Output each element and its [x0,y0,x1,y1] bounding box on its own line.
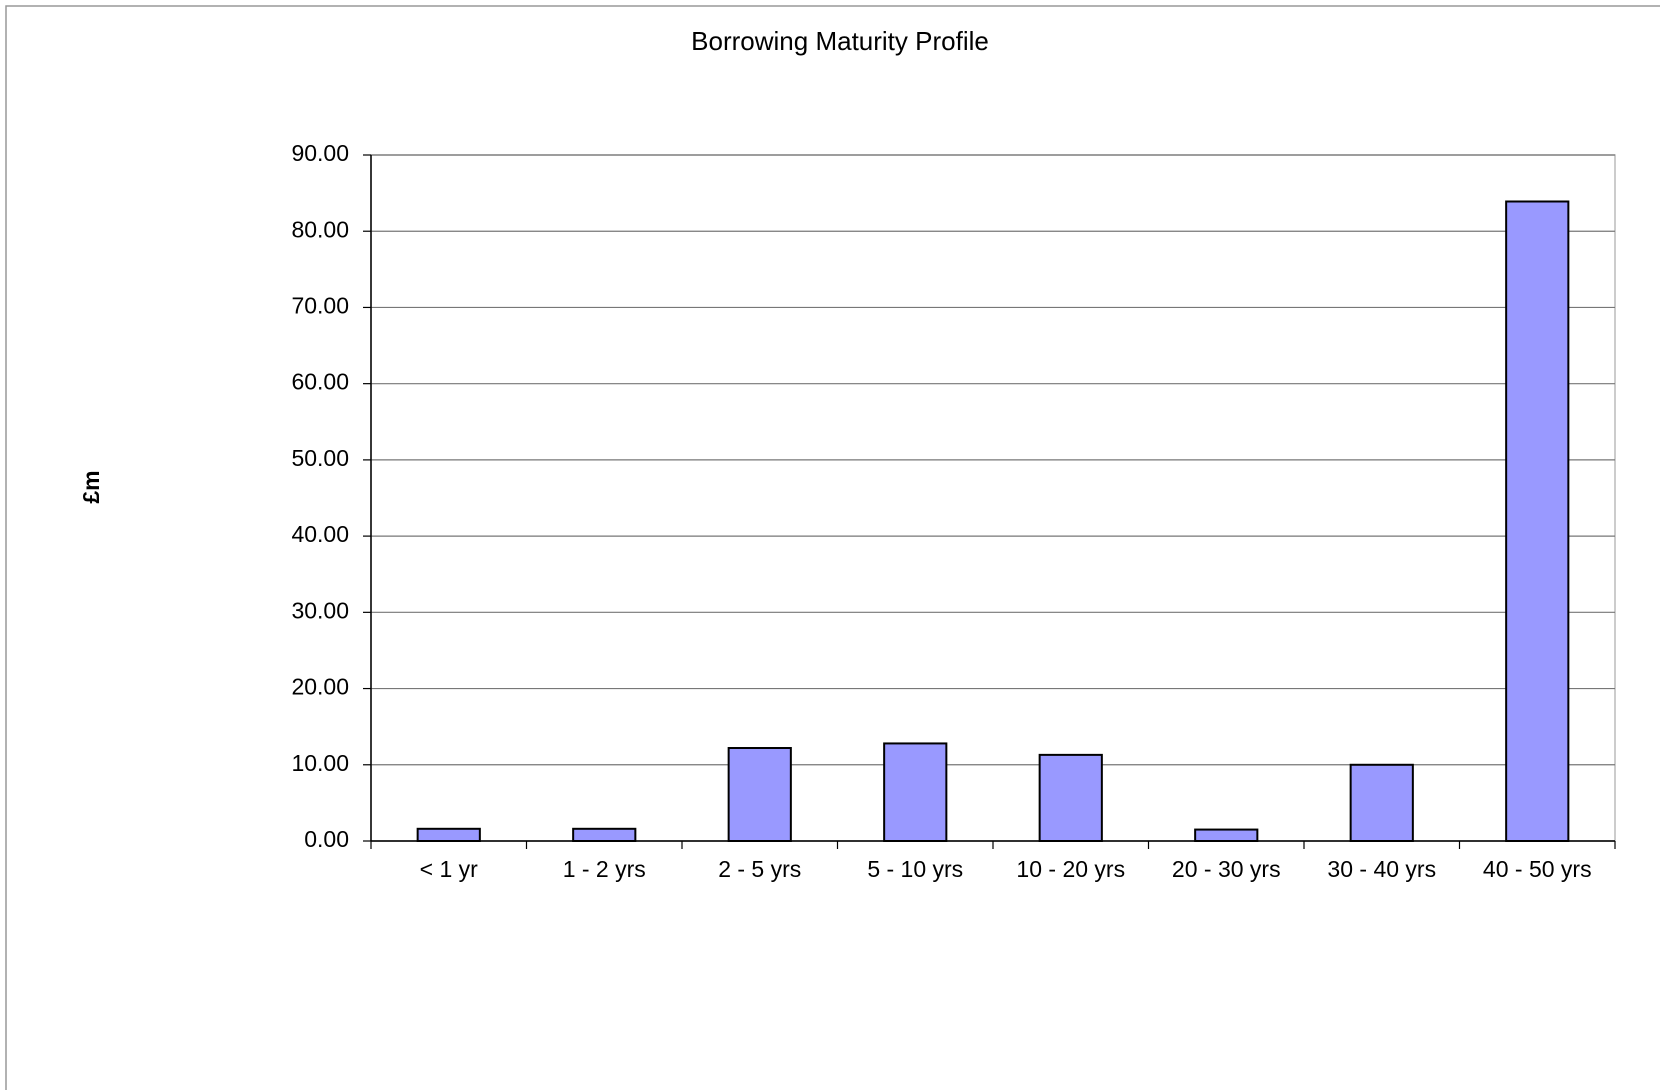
x-tick-label: 20 - 30 yrs [1172,856,1281,882]
y-tick-label: 70.00 [291,293,349,319]
y-tick-label: 50.00 [291,445,349,471]
y-tick-label: 40.00 [291,521,349,547]
y-tick-label: 0.00 [304,826,349,852]
y-tick-label: 30.00 [291,597,349,623]
x-tick-label: 30 - 40 yrs [1327,856,1436,882]
x-tick-label: 5 - 10 yrs [867,856,963,882]
x-tick-label: 1 - 2 yrs [563,856,646,882]
x-tick-label: 2 - 5 yrs [718,856,801,882]
plot-area [370,154,1616,842]
bar [1505,200,1570,843]
x-tick-label: < 1 yr [420,856,479,882]
bar [1194,828,1259,842]
bar [883,742,948,842]
y-tick-label: 10.00 [291,750,349,776]
bar [572,827,637,842]
x-tick-label: 10 - 20 yrs [1016,856,1125,882]
bar [1038,753,1103,843]
bar [416,827,481,842]
y-tick-label: 60.00 [291,369,349,395]
y-tick-label: 90.00 [291,140,349,166]
y-axis-label: £m [78,470,104,503]
y-tick-label: 80.00 [291,216,349,242]
bar [727,747,792,843]
chart-title: Borrowing Maturity Profile [691,26,989,56]
bar [1349,763,1414,842]
x-tick-label: 40 - 50 yrs [1483,856,1592,882]
y-tick-label: 20.00 [291,674,349,700]
chart-frame [5,5,1660,1090]
